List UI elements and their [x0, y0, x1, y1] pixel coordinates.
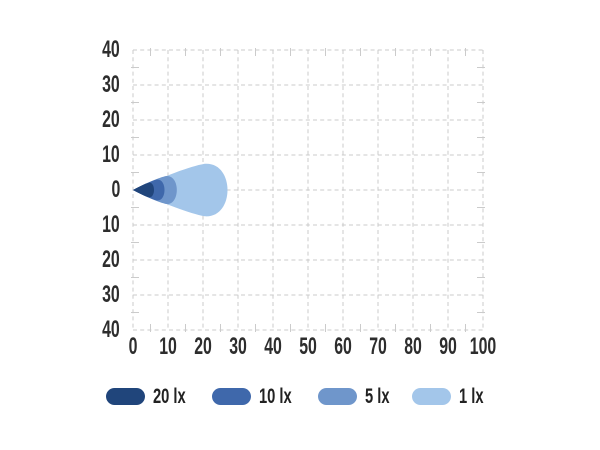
legend-label: 10 lx: [258, 385, 292, 408]
y-tick-label: 40: [102, 316, 120, 343]
y-tick-label: 10: [102, 211, 120, 238]
legend-item-1lx: 1 lx: [411, 385, 494, 408]
x-tick-label: 60: [334, 333, 352, 360]
legend-swatch-icon: [411, 388, 451, 405]
legend-label: 1 lx: [458, 385, 484, 408]
x-tick-label: 30: [229, 333, 247, 360]
x-tick-label: 40: [264, 333, 282, 360]
x-tick-label: 0: [128, 333, 138, 360]
legend-swatch-icon: [211, 388, 251, 405]
legend-item-5lx: 5 lx: [317, 385, 400, 408]
y-tick-label: 30: [102, 71, 120, 98]
x-tick-label: 80: [404, 333, 422, 360]
y-tick-label: 20: [102, 246, 120, 273]
x-tick-label: 50: [299, 333, 317, 360]
x-tick-label: 70: [369, 333, 387, 360]
y-tick-label: 30: [102, 281, 120, 308]
beam-cone-20lx: [133, 182, 154, 198]
legend: 20 lx 10 lx 5 lx 1 lx: [0, 386, 600, 407]
legend-item-10lx: 10 lx: [211, 385, 306, 408]
legend-swatch-icon: [317, 388, 357, 405]
beam-cone-1lx: [133, 163, 228, 217]
y-tick-label: 10: [102, 141, 120, 168]
legend-label: 5 lx: [364, 385, 390, 408]
legend-label: 20 lx: [153, 385, 186, 408]
x-tick-label: 20: [194, 333, 212, 360]
y-tick-label: 0: [111, 176, 120, 203]
x-tick-label: 90: [439, 333, 457, 360]
legend-swatch-icon: [106, 388, 146, 405]
y-tick-label: 40: [102, 36, 120, 63]
y-tick-label: 20: [102, 106, 120, 133]
x-tick-label: 100: [469, 333, 497, 360]
legend-item-20lx: 20 lx: [106, 386, 200, 407]
x-tick-label: 10: [159, 333, 177, 360]
